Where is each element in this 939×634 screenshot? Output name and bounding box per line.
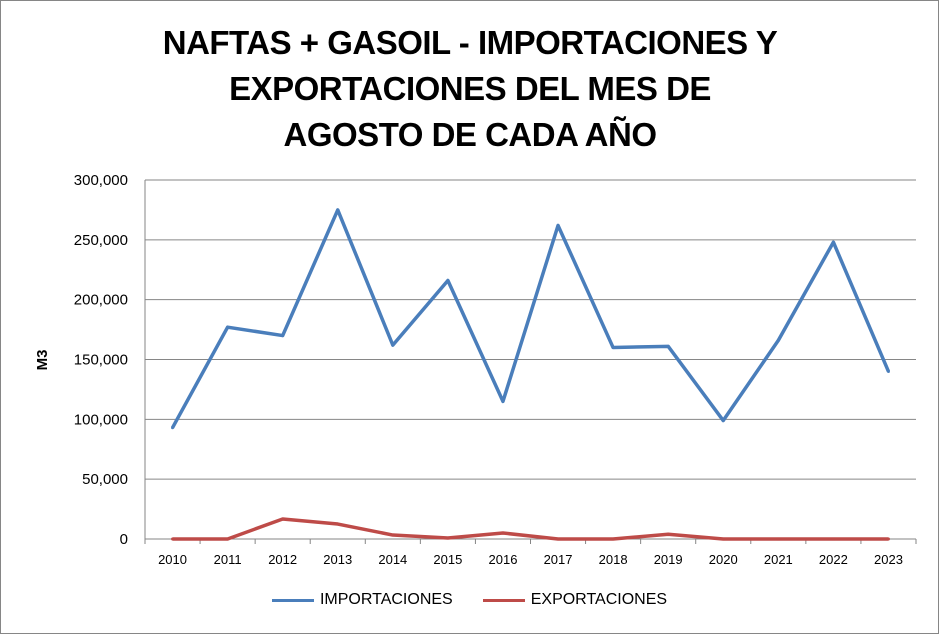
x-tick-label: 2014 xyxy=(378,552,407,567)
data-point xyxy=(831,240,835,244)
data-point xyxy=(501,531,505,535)
x-tick-label: 2010 xyxy=(158,552,187,567)
legend-swatch-importaciones xyxy=(271,598,314,602)
data-point xyxy=(886,537,890,541)
data-point xyxy=(226,537,230,541)
y-tick-label: 250,000 xyxy=(74,232,128,249)
x-tick-label: 2012 xyxy=(268,552,297,567)
x-tick-label: 2022 xyxy=(819,552,848,567)
data-point xyxy=(611,537,615,541)
data-point xyxy=(721,419,725,423)
legend-item-exportaciones: EXPORTACIONES xyxy=(482,591,668,609)
y-tick-label: 100,000 xyxy=(74,411,128,428)
series-line-exportaciones xyxy=(172,517,889,541)
data-point xyxy=(666,532,670,536)
x-tick-label: 2020 xyxy=(709,552,738,567)
data-point xyxy=(776,537,780,541)
data-point xyxy=(446,536,450,540)
data-point xyxy=(171,426,175,430)
x-tick-label: 2016 xyxy=(489,552,518,567)
y-tick-label: 0 xyxy=(120,531,128,548)
x-tick-label: 2017 xyxy=(544,552,573,567)
data-point xyxy=(336,522,340,526)
x-tick-label: 2013 xyxy=(323,552,352,567)
legend-swatch-exportaciones xyxy=(482,598,525,602)
x-tick-label: 2011 xyxy=(214,552,242,567)
x-tick-label: 2015 xyxy=(433,552,462,567)
chart-title: NAFTAS + GASOIL - IMPORTACIONES Y EXPORT… xyxy=(100,20,840,158)
title-line-1: NAFTAS + GASOIL - IMPORTACIONES Y xyxy=(162,24,778,61)
y-tick-label: 300,000 xyxy=(74,172,128,189)
legend-label-importaciones: IMPORTACIONES xyxy=(319,591,453,608)
y-axis-label: M3 xyxy=(34,350,51,371)
legend-item-importaciones: IMPORTACIONES xyxy=(271,591,453,609)
series-line-importaciones xyxy=(171,208,891,429)
data-point xyxy=(336,208,340,212)
data-point xyxy=(446,279,450,283)
x-tick-label: 2019 xyxy=(654,552,683,567)
data-point xyxy=(281,334,285,338)
data-point xyxy=(611,346,615,350)
data-point xyxy=(226,325,230,329)
legend: IMPORTACIONES EXPORTACIONES xyxy=(0,591,939,609)
x-tick-label: 2023 xyxy=(874,552,903,567)
data-point xyxy=(556,223,560,227)
data-point xyxy=(831,537,835,541)
title-line-3: AGOSTO DE CADA AÑO xyxy=(283,116,657,153)
data-point xyxy=(666,344,670,348)
data-point xyxy=(171,537,175,541)
y-tick-label: 150,000 xyxy=(74,352,128,369)
data-point xyxy=(501,399,505,403)
y-tick-label: 200,000 xyxy=(74,292,128,309)
legend-label-exportaciones: EXPORTACIONES xyxy=(530,591,668,608)
data-point xyxy=(391,533,395,537)
title-line-2: EXPORTACIONES DEL MES DE xyxy=(229,70,711,107)
data-point xyxy=(776,338,780,342)
data-point xyxy=(556,537,560,541)
data-point xyxy=(281,517,285,521)
x-tick-label: 2021 xyxy=(764,552,793,567)
data-point xyxy=(886,369,890,373)
data-point xyxy=(391,343,395,347)
data-point xyxy=(721,537,725,541)
y-tick-label: 50,000 xyxy=(82,471,128,488)
x-tick-label: 2018 xyxy=(599,552,628,567)
